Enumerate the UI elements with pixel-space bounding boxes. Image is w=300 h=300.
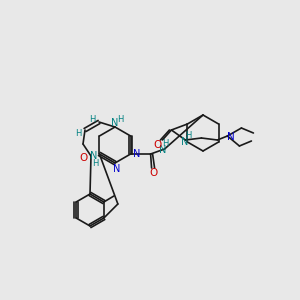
- Text: N: N: [133, 149, 140, 159]
- Text: N: N: [113, 164, 121, 174]
- Text: N: N: [226, 132, 234, 142]
- Text: N: N: [181, 137, 188, 147]
- Text: N: N: [111, 118, 119, 128]
- Text: N: N: [90, 151, 97, 161]
- Text: H: H: [162, 140, 169, 148]
- Text: H: H: [117, 115, 123, 124]
- Text: O: O: [153, 140, 161, 150]
- Text: H: H: [185, 131, 192, 140]
- Text: N: N: [159, 145, 166, 155]
- Text: H: H: [89, 115, 95, 124]
- Text: O: O: [149, 168, 158, 178]
- Text: H: H: [75, 128, 81, 137]
- Text: H: H: [92, 158, 99, 167]
- Text: O: O: [79, 153, 87, 163]
